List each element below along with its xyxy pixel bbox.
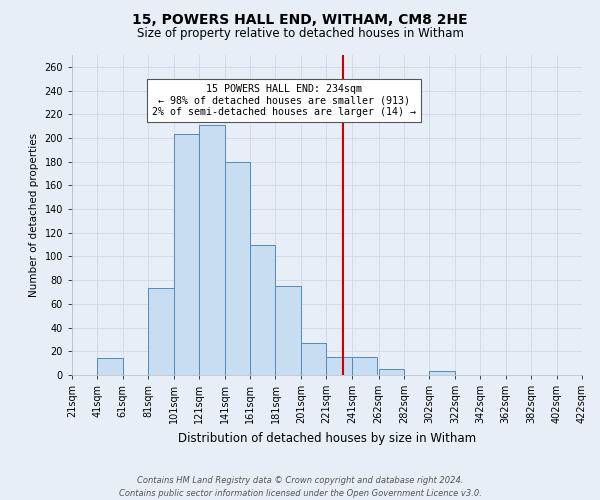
- Bar: [301, 343, 326, 375]
- Y-axis label: Number of detached properties: Number of detached properties: [29, 133, 39, 297]
- X-axis label: Distribution of detached houses by size in Witham: Distribution of detached houses by size …: [178, 432, 476, 444]
- Text: 15, POWERS HALL END, WITHAM, CM8 2HE: 15, POWERS HALL END, WITHAM, CM8 2HE: [132, 12, 468, 26]
- Bar: [148, 288, 174, 375]
- Text: 15 POWERS HALL END: 234sqm  
← 98% of detached houses are smaller (913)
2% of se: 15 POWERS HALL END: 234sqm ← 98% of deta…: [152, 84, 416, 117]
- Text: Size of property relative to detached houses in Witham: Size of property relative to detached ho…: [137, 28, 463, 40]
- Bar: [250, 244, 275, 375]
- Bar: [379, 369, 404, 375]
- Bar: [174, 134, 199, 375]
- Bar: [326, 357, 352, 375]
- Bar: [275, 286, 301, 375]
- Bar: [97, 358, 123, 375]
- Text: Contains HM Land Registry data © Crown copyright and database right 2024.
Contai: Contains HM Land Registry data © Crown c…: [119, 476, 481, 498]
- Bar: [199, 125, 224, 375]
- Bar: [224, 162, 250, 375]
- Bar: [430, 372, 455, 375]
- Bar: [352, 357, 377, 375]
